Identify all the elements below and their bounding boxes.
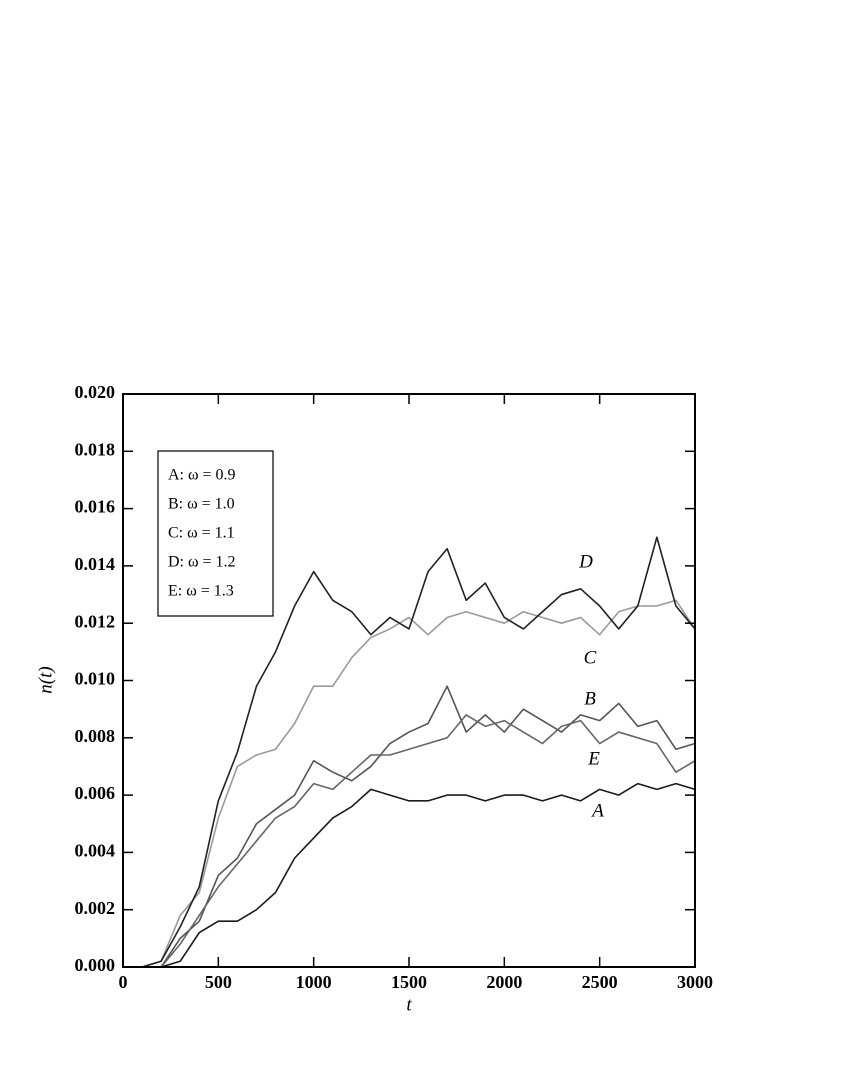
legend-entry: C: ω = 1.1 [168, 525, 235, 542]
x-tick-label: 3000 [677, 972, 713, 992]
legend-entry: D: ω = 1.2 [168, 554, 236, 571]
y-tick-label: 0.002 [75, 898, 116, 918]
y-tick-label: 0.016 [75, 497, 116, 517]
y-tick-label: 0.012 [75, 611, 116, 631]
curve-label: C [584, 647, 597, 668]
y-tick-label: 0.004 [75, 841, 116, 861]
legend-entry: A: ω = 0.9 [168, 467, 236, 484]
y-tick-label: 0.000 [75, 955, 116, 975]
x-tick-label: 0 [119, 972, 128, 992]
series-line [123, 536, 696, 968]
series-line [123, 782, 696, 968]
y-tick-label: 0.008 [75, 726, 116, 746]
y-tick-label: 0.010 [75, 669, 116, 689]
y-tick-label: 0.014 [75, 554, 116, 574]
x-axis-label: t [406, 994, 412, 1015]
y-tick-label: 0.020 [75, 382, 116, 402]
legend-box [157, 450, 274, 617]
curve-label: D [578, 551, 593, 572]
curve-label: E [587, 748, 600, 769]
x-tick-label: 2500 [582, 972, 618, 992]
legend-entry: B: ω = 1.0 [168, 496, 235, 513]
x-tick-label: 1500 [391, 972, 427, 992]
series-line [123, 714, 696, 968]
series-line [123, 685, 696, 968]
curve-label: A [590, 800, 604, 821]
legend-entry: E: ω = 1.3 [168, 583, 234, 600]
series-line [123, 599, 696, 968]
y-tick-label: 0.006 [75, 783, 116, 803]
curve-label: B [584, 688, 596, 709]
x-tick-label: 2000 [486, 972, 522, 992]
x-tick-label: 500 [205, 972, 232, 992]
x-tick-label: 1000 [296, 972, 332, 992]
y-axis-label: n(t) [35, 666, 56, 693]
y-tick-label: 0.018 [75, 439, 116, 459]
